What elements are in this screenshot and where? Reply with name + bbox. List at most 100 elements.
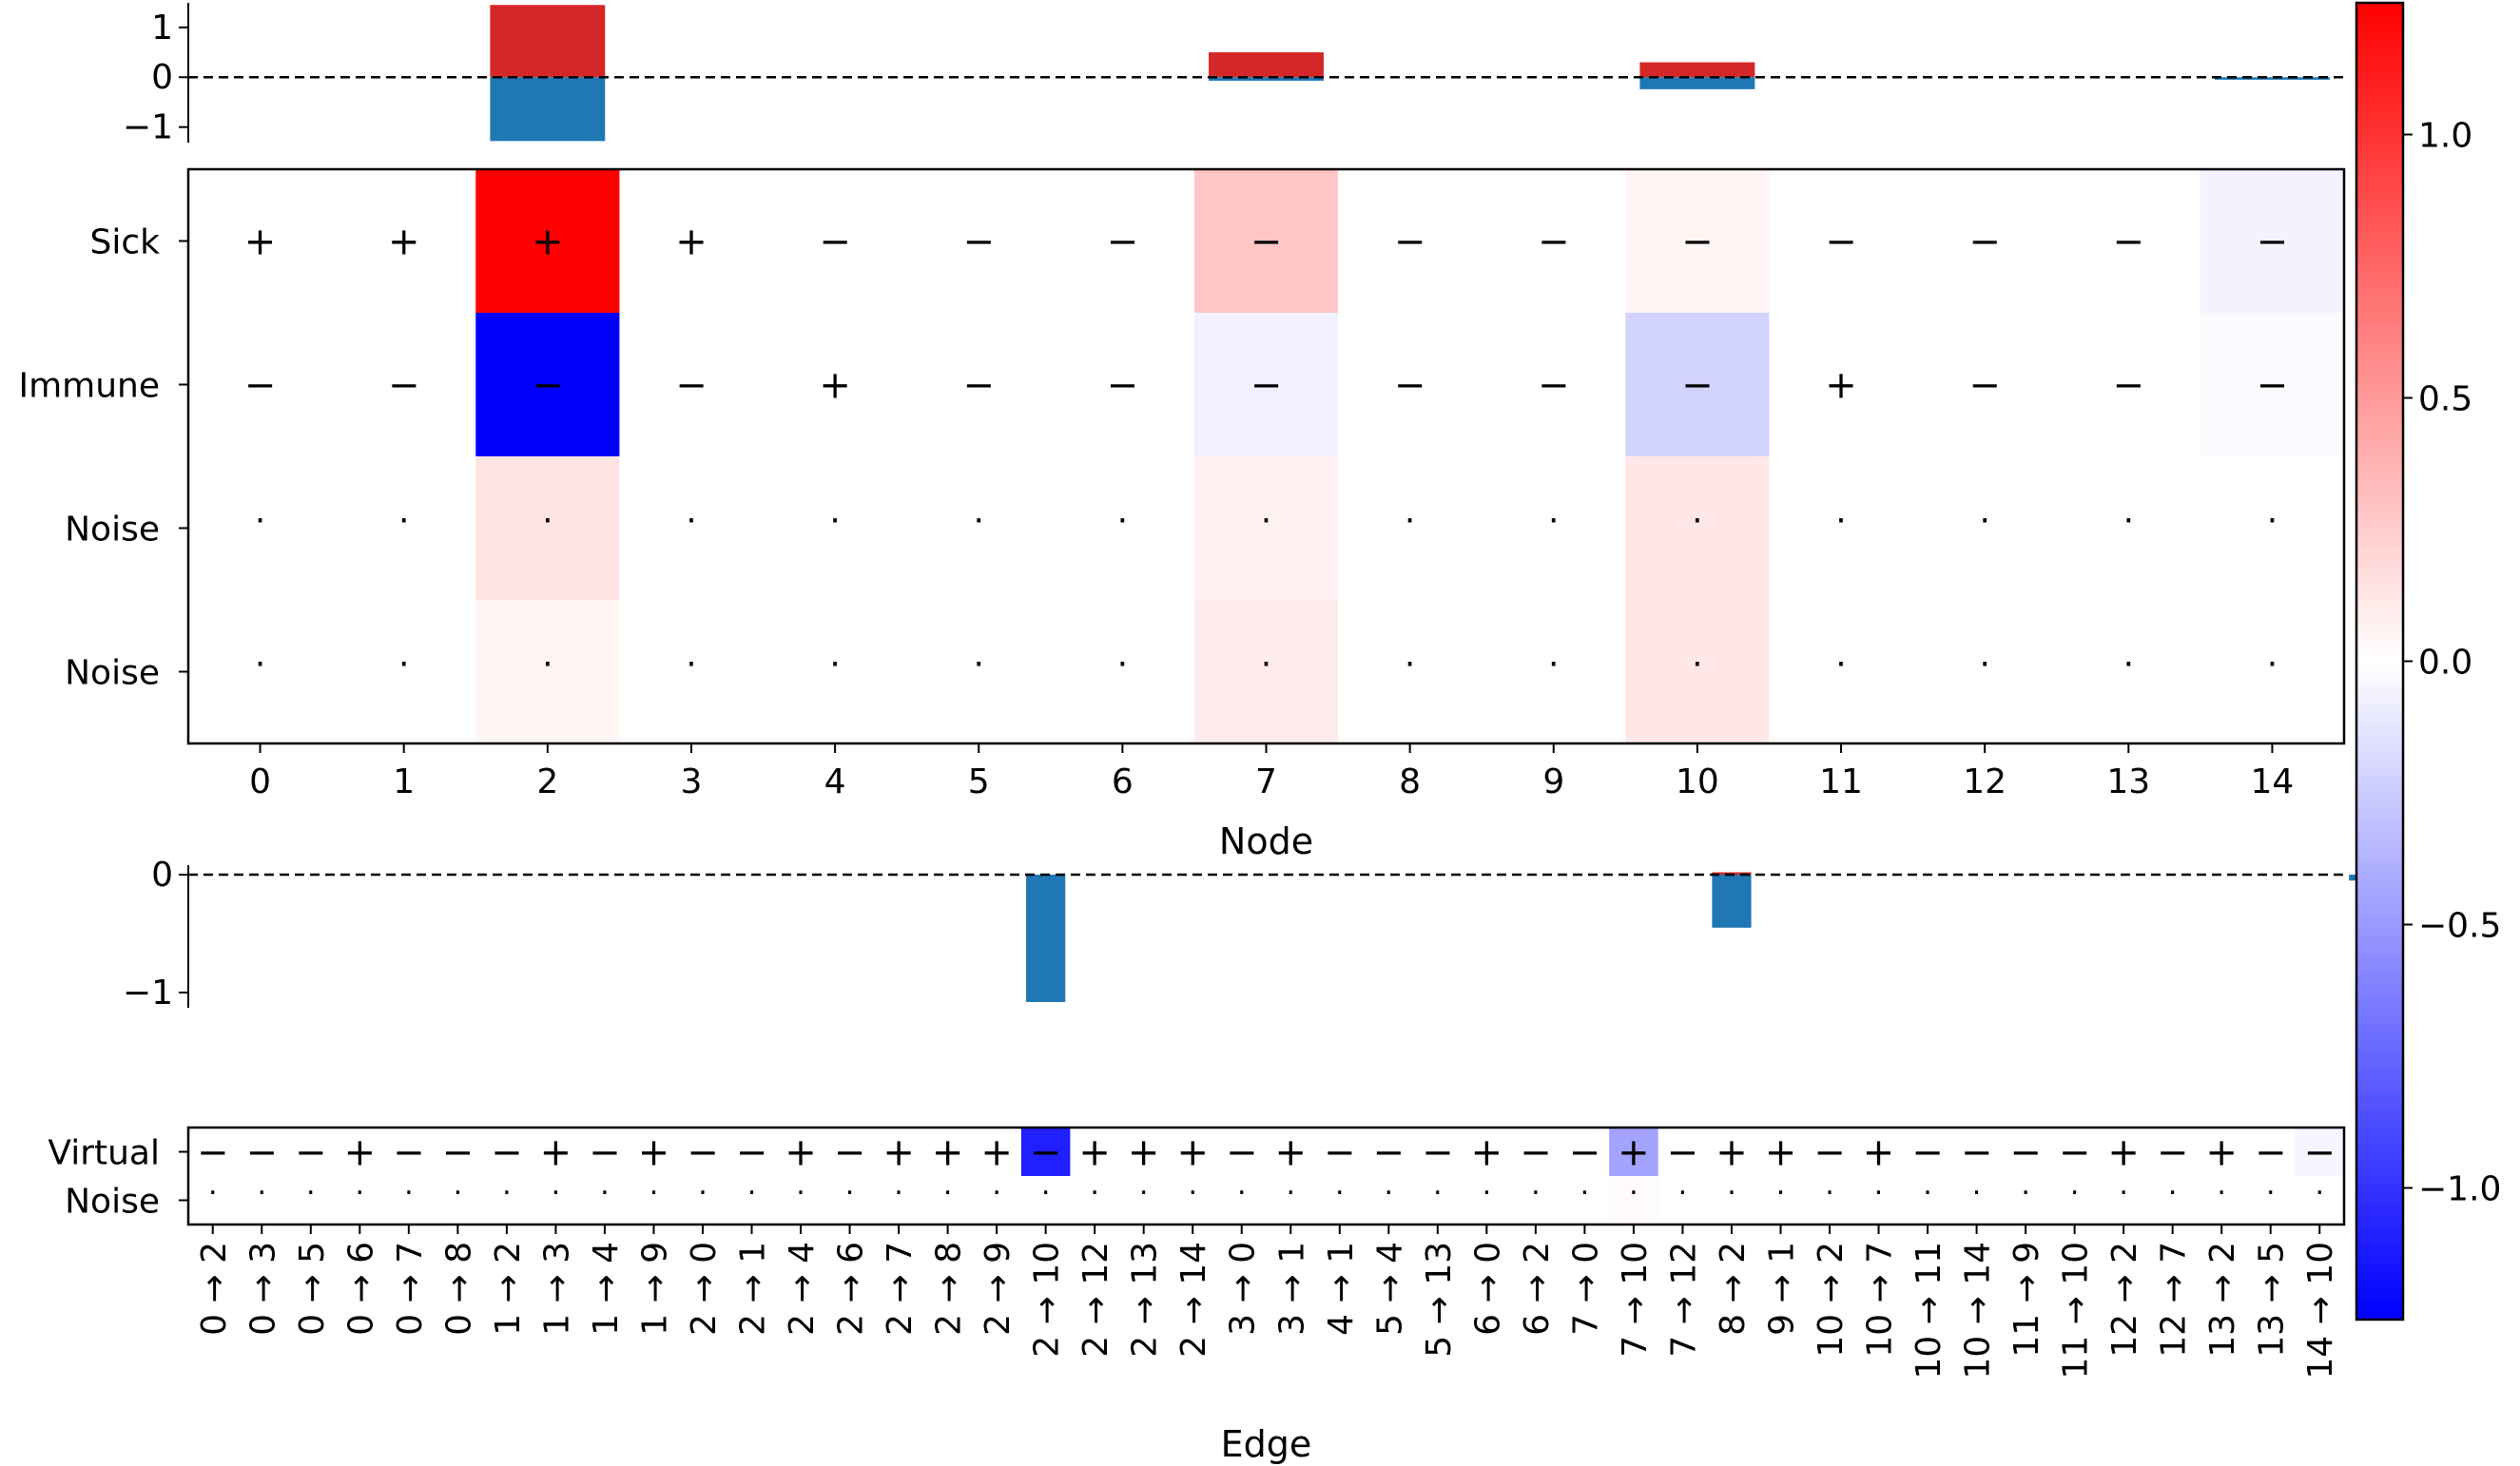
edge-heatmap-sign-mark: · (1335, 1177, 1345, 1210)
edge-heatmap-sign-mark: − (687, 1131, 719, 1175)
edge-heatmap-x-tick-label: 1 → 2 (489, 1242, 528, 1336)
edge-heatmap-cell-0-36 (1951, 1128, 2002, 1177)
node-heatmap-cell-0-1 (332, 169, 476, 314)
edge-heatmap-x-tick-label: 7 → 12 (1664, 1242, 1703, 1358)
node-heatmap-sign-mark: − (1107, 364, 1139, 408)
edge-heatmap-sign-mark: − (1569, 1131, 1601, 1175)
colorbar: 1.0 0.5 0.0 −0.5 −1.0 (2355, 1, 2501, 1321)
edge-heatmap-x-tick-label: 13 → 2 (2203, 1242, 2242, 1358)
node-heatmap-sign-mark: − (1825, 221, 1857, 264)
edge-heatmap-row-label: Noise (65, 1183, 160, 1222)
node-heatmap-sign-mark: · (1835, 646, 1846, 685)
edge-heatmap-x-tick-label: 14 → 10 (2301, 1242, 2340, 1379)
edge-heatmap-frame (186, 1126, 2346, 1226)
node-heatmap-sign-mark: · (1405, 646, 1415, 685)
edge-heatmap-sign-mark: · (208, 1177, 218, 1210)
edge-heatmap-x-tick-label: 10 → 11 (1909, 1242, 1948, 1379)
node-heatmap: + + + + − − − − − − − − − − − Sick − − − − + − − − − − − + − − − Immune… (18, 167, 2346, 862)
node-heatmap-cell-3-8 (1338, 600, 1483, 744)
edge-heatmap-cell-1-7 (531, 1176, 581, 1225)
edge-heatmap-x-tick-label: 2 → 0 (685, 1242, 724, 1336)
node-heatmap-sign-mark: · (1261, 502, 1271, 541)
edge-heatmap-sign-mark: · (1483, 1177, 1492, 1210)
edge-heatmap-x-tick-label: 2 → 10 (1028, 1242, 1067, 1358)
node-heatmap-sign-mark: · (1979, 646, 1989, 685)
edge-heatmap-sign-mark: · (1629, 1177, 1638, 1210)
node-heatmap-cell-3-1 (332, 600, 476, 744)
edge-heatmap-sign-mark: · (1237, 1177, 1247, 1210)
edge-heatmap-sign-mark: + (1275, 1131, 1308, 1175)
node-heatmap-sign-mark: + (244, 221, 277, 264)
node-heatmap-x-tick-label: 1 (393, 762, 415, 801)
edge-heatmap-sign-mark: − (1422, 1131, 1454, 1175)
edge-heatmap-cell-0-37 (2001, 1128, 2051, 1177)
edge-heatmap-cell-0-40 (2147, 1128, 2198, 1177)
edge-heatmap-cell-1-21 (1216, 1176, 1267, 1225)
edge-heatmap-sign-mark: − (2009, 1131, 2042, 1175)
edge-heatmap-sign-mark: − (1961, 1131, 1993, 1175)
node-bar-negative-7 (1209, 77, 1324, 81)
node-heatmap-sign-mark: · (2123, 502, 2134, 541)
node-heatmap-sign-mark: · (255, 646, 265, 685)
edge-heatmap-cell-1-25 (1413, 1176, 1464, 1225)
edge-heatmap-sign-mark: · (2266, 1177, 2276, 1210)
edge-heatmap-sign-mark: − (1520, 1131, 1552, 1175)
edge-heatmap-x-tick-label: 0 → 6 (341, 1242, 380, 1336)
edge-heatmap-cell-0-0 (188, 1128, 239, 1177)
edge-heatmap-cell-0-28 (1560, 1128, 1610, 1177)
node-heatmap-cell-1-3 (619, 313, 765, 457)
node-heatmap-sign-mark: − (1250, 221, 1283, 264)
edge-heatmap-sign-mark: − (1030, 1131, 1062, 1175)
edge-heatmap-cell-1-6 (482, 1176, 533, 1225)
edge-heatmap-cell-0-41 (2197, 1128, 2247, 1177)
edge-heatmap-cell-0-6 (482, 1128, 533, 1177)
edge-bar-y-tick-label: −1 (123, 974, 173, 1013)
node-heatmap-axis-title: Node (1219, 820, 1313, 862)
edge-heatmap-sign-mark: · (1678, 1177, 1688, 1210)
node-heatmap-cell-0-13 (2056, 169, 2201, 314)
node-heatmap-cell-1-9 (1482, 313, 1626, 457)
edge-heatmap-cell-1-32 (1755, 1176, 1806, 1225)
edge-heatmap-sign-mark: · (649, 1177, 659, 1210)
node-heatmap-sign-mark: − (1538, 364, 1570, 408)
edge-heatmap-sign-mark: · (1874, 1177, 1884, 1210)
edge-heatmap-sign-mark: · (454, 1177, 463, 1210)
edge-heatmap-cell-1-39 (2099, 1176, 2149, 1225)
node-heatmap-sign-mark: · (2123, 646, 2134, 685)
edge-heatmap-sign-mark: − (1911, 1131, 1944, 1175)
node-heatmap-cell-3-6 (1050, 600, 1195, 744)
colorbar-tick-label: −1.0 (2418, 1170, 2501, 1209)
edge-heatmap-x-tick-label: 2 → 4 (783, 1242, 822, 1336)
edge-heatmap-cell-0-42 (2245, 1128, 2296, 1177)
edge-heatmap-sign-mark: − (2157, 1131, 2189, 1175)
node-heatmap-sign-mark: − (2257, 364, 2289, 408)
node-heatmap-cell-1-2 (475, 313, 620, 457)
node-heatmap-cell-3-9 (1482, 600, 1626, 744)
node-heatmap-x-tick-label: 2 (536, 762, 558, 801)
edge-heatmap-sign-mark: − (2303, 1131, 2336, 1175)
edge-heatmap-x-tick-label: 10 → 7 (1861, 1242, 1900, 1358)
node-heatmap-cell-1-10 (1625, 313, 1770, 457)
edge-heatmap-x-tick-label: 7 → 10 (1616, 1242, 1655, 1358)
node-bar-y-tick-label: −1 (123, 108, 173, 147)
node-heatmap-x-tick-label: 6 (1112, 762, 1134, 801)
node-heatmap-cell-2-2 (475, 456, 620, 601)
node-heatmap-cell-0-7 (1193, 169, 1339, 314)
edge-heatmap-cell-0-33 (1805, 1128, 1855, 1177)
node-heatmap-x-tick-label: 0 (249, 762, 271, 801)
node-heatmap-cell-3-12 (1912, 600, 2058, 744)
node-heatmap-sign-mark: · (1692, 502, 1702, 541)
edge-heatmap-x-tick-label: 11 → 9 (2007, 1242, 2046, 1358)
edge-heatmap-x-tick-label: 1 → 3 (537, 1242, 576, 1336)
edge-heatmap-sign-mark: − (834, 1131, 866, 1175)
node-heatmap-sign-mark: − (1681, 364, 1714, 408)
node-heatmap-sign-mark: − (1968, 364, 2001, 408)
node-heatmap-x-tick-label: 9 (1542, 762, 1564, 801)
edge-heatmap-sign-mark: + (932, 1131, 964, 1175)
edge-heatmap-cell-0-11 (727, 1128, 777, 1177)
node-bar-chart: 1 0 −1 (123, 3, 2344, 147)
node-heatmap-cell-1-8 (1338, 313, 1483, 457)
edge-bar-y-tick-label: 0 (151, 856, 173, 895)
node-heatmap-cell-0-9 (1482, 169, 1626, 314)
edge-heatmap-x-tick-label: 13 → 5 (2253, 1242, 2292, 1358)
